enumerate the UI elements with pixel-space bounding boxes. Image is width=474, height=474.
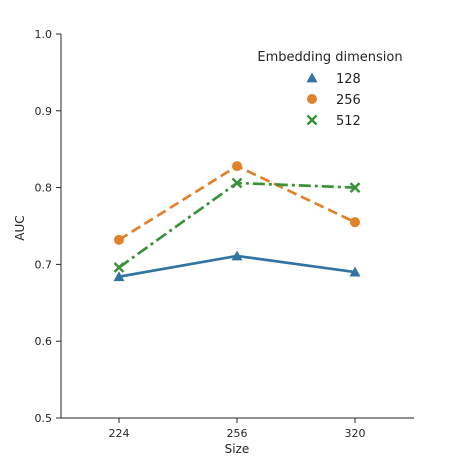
legend-items: 128 256 512 — [306, 72, 361, 129]
legend-label-128: 128 — [336, 72, 361, 87]
y-tick-label: 0.6 — [35, 335, 53, 348]
data-point-256 — [232, 161, 242, 172]
data-point-256 — [114, 234, 124, 245]
legend-title: Embedding dimension — [257, 50, 402, 65]
x-ticks: 224 256 320 — [109, 418, 366, 440]
data-point-512 — [349, 182, 361, 193]
y-ticks: 0.5 0.6 0.7 0.8 0.9 1.0 — [35, 28, 61, 425]
data-point-128 — [231, 250, 243, 261]
data-point-512 — [231, 177, 243, 189]
legend-label-256: 256 — [336, 93, 361, 108]
x-tick-label: 224 — [109, 427, 130, 440]
data-point-512 — [113, 262, 125, 273]
data-point-128 — [349, 266, 361, 277]
data-point-256 — [350, 217, 360, 228]
legend: Embedding dimension 128 256 512 — [257, 50, 402, 129]
data-point-128 — [113, 271, 125, 282]
y-tick-label: 0.5 — [35, 412, 53, 425]
legend-marker-512 — [306, 114, 318, 126]
y-tick-label: 1.0 — [35, 28, 53, 41]
y-tick-label: 0.9 — [35, 105, 53, 118]
series-line-256 — [118, 164, 356, 241]
axes — [60, 34, 414, 419]
series-markers — [113, 161, 361, 282]
legend-marker-128 — [306, 72, 318, 83]
legend-marker-256 — [307, 94, 317, 104]
x-tick-label: 320 — [345, 427, 366, 440]
x-axis-label: Size — [225, 442, 250, 456]
y-tick-label: 0.7 — [35, 258, 53, 271]
x-tick-label: 256 — [227, 427, 248, 440]
legend-label-512: 512 — [336, 114, 361, 129]
y-axis-label: AUC — [13, 215, 27, 240]
y-tick-label: 0.8 — [35, 182, 53, 195]
